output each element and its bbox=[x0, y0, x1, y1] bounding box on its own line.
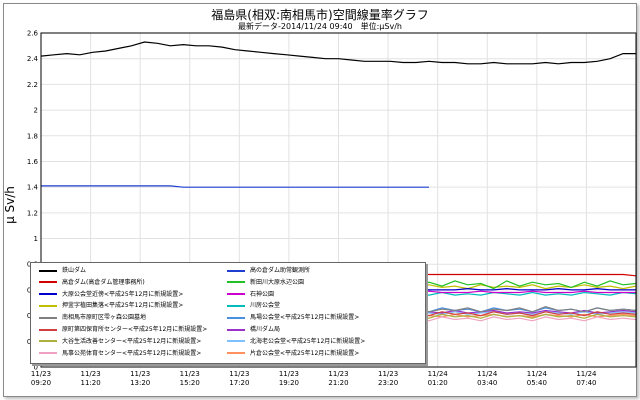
legend-label: 橋川ダム局 bbox=[250, 326, 281, 333]
legend-swatch bbox=[227, 352, 245, 355]
x-tick-date: 11/23 bbox=[279, 370, 299, 378]
legend-item: 高の倉ダム助常観測所 bbox=[227, 265, 310, 276]
legend-item: 石神公園 bbox=[227, 289, 274, 300]
x-tick-date: 11/23 bbox=[31, 370, 51, 378]
legend-swatch bbox=[39, 293, 57, 296]
legend-swatch bbox=[39, 316, 57, 319]
legend-item: 川房公会堂 bbox=[227, 300, 280, 311]
legend-swatch bbox=[39, 304, 57, 307]
legend-swatch bbox=[227, 281, 245, 284]
legend-label: 大原公会堂近傍<平成25年12月に新規設置> bbox=[62, 290, 184, 298]
legend-swatch bbox=[39, 340, 57, 343]
legend-label: 押釜字植田集落<平成25年12月に新規設置> bbox=[62, 302, 184, 310]
x-tick-labels: 11/2309:2011/2311:2011/2313:2011/2315:20… bbox=[31, 370, 597, 387]
x-tick-time: 09:20 bbox=[31, 379, 51, 387]
legend-item: 鉄山ダム bbox=[39, 265, 86, 276]
x-tick-time: 03:40 bbox=[477, 379, 497, 387]
y-tick-label: 2 bbox=[34, 107, 38, 115]
x-tick-time: 01:20 bbox=[428, 379, 448, 387]
legend-item: 馬場公会堂<平成25年12月に新規設置> bbox=[227, 312, 359, 323]
legend-label: 片倉公会堂<平成25年12月に新規設置> bbox=[250, 349, 360, 357]
legend-label: 大谷生活改善センター<平成25年12月に新規設置> bbox=[62, 337, 202, 345]
legend: 鉄山ダム 高の倉ダム助常観測所高倉ダム(高倉ダム管理事務所) 新田川大原水辺公園大原… bbox=[30, 262, 426, 364]
y-tick-label: 1 bbox=[34, 235, 38, 243]
y-tick-label: 0 bbox=[34, 364, 38, 372]
y-tick-label: 2.2 bbox=[27, 81, 38, 89]
legend-swatch bbox=[39, 328, 57, 331]
x-tick-time: 11:20 bbox=[80, 379, 100, 387]
legend-label: 石神公園 bbox=[250, 290, 275, 298]
legend-swatch bbox=[39, 269, 57, 272]
legend-item: 片倉公会堂<平成25年12月に新規設置> bbox=[227, 348, 359, 359]
legend-item: 南相馬市原町区雫ヶ森公園墓地 bbox=[39, 312, 146, 323]
legend-label: 南相馬市原町区雫ヶ森公園墓地 bbox=[62, 314, 147, 322]
y-tick-label: 2.6 bbox=[27, 30, 39, 38]
legend-swatch bbox=[227, 328, 245, 331]
x-tick-time: 15:20 bbox=[180, 379, 200, 387]
x-tick-time: 07:40 bbox=[576, 379, 596, 387]
legend-label: 川房公会堂 bbox=[250, 302, 281, 310]
series-line bbox=[40, 41, 636, 65]
x-tick-time: 13:20 bbox=[130, 379, 150, 387]
legend-item: 北海老公会堂<平成25年12月に新規設置> bbox=[227, 336, 365, 347]
legend-swatch bbox=[39, 281, 57, 284]
legend-item: 高倉ダム(高倉ダム管理事務所) bbox=[39, 277, 145, 288]
legend-label: 高倉ダム(高倉ダム管理事務所) bbox=[62, 278, 145, 286]
legend-swatch bbox=[227, 340, 245, 343]
legend-item: 原町第四保育所センター<平成25年12月に新規設置> bbox=[39, 324, 207, 335]
legend-label: 北海老公会堂<平成25年12月に新規設置> bbox=[250, 337, 366, 345]
x-tick-time: 21:20 bbox=[328, 379, 348, 387]
x-tick-date: 11/24 bbox=[527, 370, 548, 378]
x-tick-time: 17:20 bbox=[229, 379, 249, 387]
legend-label: 馬事公苑体育センター<平成25年12月に新規設置> bbox=[62, 349, 202, 357]
legend-label: 新田川大原水辺公園 bbox=[250, 278, 305, 286]
legend-swatch bbox=[227, 316, 245, 319]
x-tick-time: 23:20 bbox=[378, 379, 398, 387]
x-tick-time: 05:40 bbox=[527, 379, 547, 387]
y-tick-label: 1.4 bbox=[27, 184, 39, 192]
legend-label: 馬場公会堂<平成25年12月に新規設置> bbox=[250, 314, 360, 322]
x-tick-date: 11/23 bbox=[130, 370, 150, 378]
legend-item: 新田川大原水辺公園 bbox=[227, 277, 304, 288]
legend-swatch bbox=[227, 304, 245, 307]
x-tick-date: 11/23 bbox=[378, 370, 398, 378]
x-tick-date: 11/23 bbox=[229, 370, 249, 378]
legend-item: 馬事公苑体育センター<平成25年12月に新規設置> bbox=[39, 348, 201, 359]
legend-label: 原町第四保育所センター<平成25年12月に新規設置> bbox=[62, 326, 208, 333]
legend-item: 大原公会堂近傍<平成25年12月に新規設置> bbox=[39, 289, 183, 300]
x-tick-date: 11/24 bbox=[576, 370, 597, 378]
x-tick-date: 11/24 bbox=[477, 370, 498, 378]
legend-item: 橋川ダム局 bbox=[227, 324, 280, 335]
x-tick-date: 11/23 bbox=[328, 370, 348, 378]
y-tick-label: 1.6 bbox=[27, 158, 39, 166]
y-tick-label: 1.2 bbox=[27, 209, 38, 217]
legend-item: 押釜字植田集落<平成25年12月に新規設置> bbox=[39, 300, 183, 311]
x-tick-date: 11/23 bbox=[80, 370, 100, 378]
x-tick-time: 19:20 bbox=[279, 379, 299, 387]
series-line bbox=[41, 185, 429, 188]
legend-label: 高の倉ダム助常観測所 bbox=[250, 267, 311, 274]
y-axis-label: μ Sv/h bbox=[3, 186, 17, 224]
legend-swatch bbox=[227, 293, 245, 296]
plot-area-border bbox=[40, 32, 637, 368]
legend-item: 大谷生活改善センター<平成25年12月に新規設置> bbox=[39, 336, 201, 347]
x-tick-date: 11/24 bbox=[428, 370, 449, 378]
y-tick-label: 2.4 bbox=[27, 55, 39, 63]
chart-title: 福島県(相双:南相馬市)空間線量率グラフ bbox=[211, 8, 429, 22]
legend-swatch bbox=[227, 269, 245, 272]
legend-label: 鉄山ダム bbox=[62, 267, 87, 274]
y-tick-label: 1.8 bbox=[27, 132, 38, 140]
x-tick-date: 11/23 bbox=[180, 370, 200, 378]
legend-swatch bbox=[39, 352, 57, 355]
chart-subtitle: 最新データ-2014/11/24 09:40 単位:μSv/h bbox=[238, 22, 402, 31]
